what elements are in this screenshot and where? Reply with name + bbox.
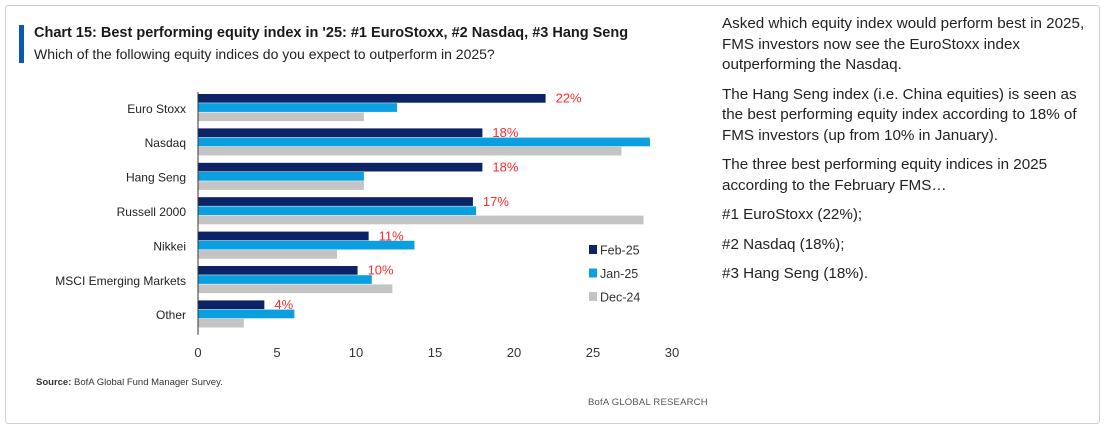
legend-label: Jan-25 (600, 267, 638, 281)
bar-feb-25 (198, 94, 546, 103)
legend-swatch (589, 292, 597, 301)
legend-label: Dec-24 (600, 291, 640, 305)
commentary: Asked which equity index would perform b… (722, 14, 1092, 294)
x-tick-label: 10 (349, 345, 363, 360)
bar-feb-25 (198, 197, 473, 206)
commentary-paragraph: #1 EuroStoxx (22%); (722, 206, 863, 223)
category-label: Nasdaq (145, 136, 186, 150)
commentary-paragraph: #2 Nasdaq (18%); (722, 235, 845, 253)
data-label: 4% (274, 297, 293, 312)
legend-swatch (589, 268, 597, 278)
category-label: Hang Seng (126, 171, 186, 185)
commentary-paragraph: The Hang Seng index (i.e. China equities… (722, 85, 1077, 144)
bar-feb-25 (198, 162, 483, 172)
category-label: MSCI Emerging Markets (55, 274, 186, 288)
data-label: 22% (556, 91, 582, 106)
legend-label: Feb-25 (600, 244, 640, 258)
bar-feb-25 (198, 300, 265, 310)
bar-feb-25 (198, 266, 358, 275)
commentary-paragraph: Asked which equity index would perform b… (722, 15, 1085, 73)
data-label: 17% (483, 194, 509, 209)
bar-jan-25 (198, 103, 398, 112)
x-tick-label: 5 (273, 345, 280, 360)
bar-jan-25 (198, 309, 295, 319)
accent-bar (19, 25, 24, 63)
brand-footer: BofA GLOBAL RESEARCH (588, 397, 708, 408)
x-tick-label: 25 (586, 345, 600, 360)
commentary-paragraph: #3 Hang Seng (18%). (722, 265, 869, 282)
bar-dec-24 (198, 318, 244, 328)
source-text: BofA Global Fund Manager Survey. (74, 377, 223, 388)
legend-swatch (589, 245, 597, 254)
commentary-paragraph: The three best performing equity indices… (722, 156, 1048, 194)
chart-title: Chart 15: Best performing equity index i… (34, 25, 629, 41)
category-label: Nikkei (153, 239, 186, 253)
bar-jan-25 (198, 206, 477, 216)
bar-jan-25 (198, 172, 364, 181)
bar-feb-25 (198, 231, 369, 241)
bar-dec-24 (198, 284, 393, 294)
data-label: 18% (492, 125, 518, 140)
x-tick-label: 0 (194, 345, 201, 360)
bar-dec-24 (198, 146, 622, 156)
bar-feb-25 (198, 128, 483, 138)
category-label: Other (156, 308, 186, 322)
source-label: Source: (36, 377, 72, 388)
category-label: Euro Stoxx (127, 102, 186, 116)
data-label: 18% (492, 160, 518, 175)
data-label: 10% (368, 263, 394, 278)
category-label: Russell 2000 (117, 205, 187, 219)
bar-jan-25 (198, 275, 372, 284)
chart-card (5, 5, 1100, 424)
bar-dec-24 (198, 250, 338, 259)
data-label: 11% (379, 228, 404, 243)
bar-dec-24 (198, 215, 644, 225)
bar-jan-25 (198, 137, 650, 147)
source-note: Source: BofA Global Fund Manager Survey. (36, 377, 223, 388)
x-tick-label: 30 (665, 345, 679, 360)
x-tick-label: 15 (428, 345, 442, 360)
bar-dec-24 (198, 112, 364, 122)
bar-jan-25 (198, 240, 415, 250)
bar-dec-24 (198, 181, 364, 190)
x-tick-label: 20 (507, 345, 521, 360)
chart-subtitle: Which of the following equity indices do… (34, 46, 495, 62)
